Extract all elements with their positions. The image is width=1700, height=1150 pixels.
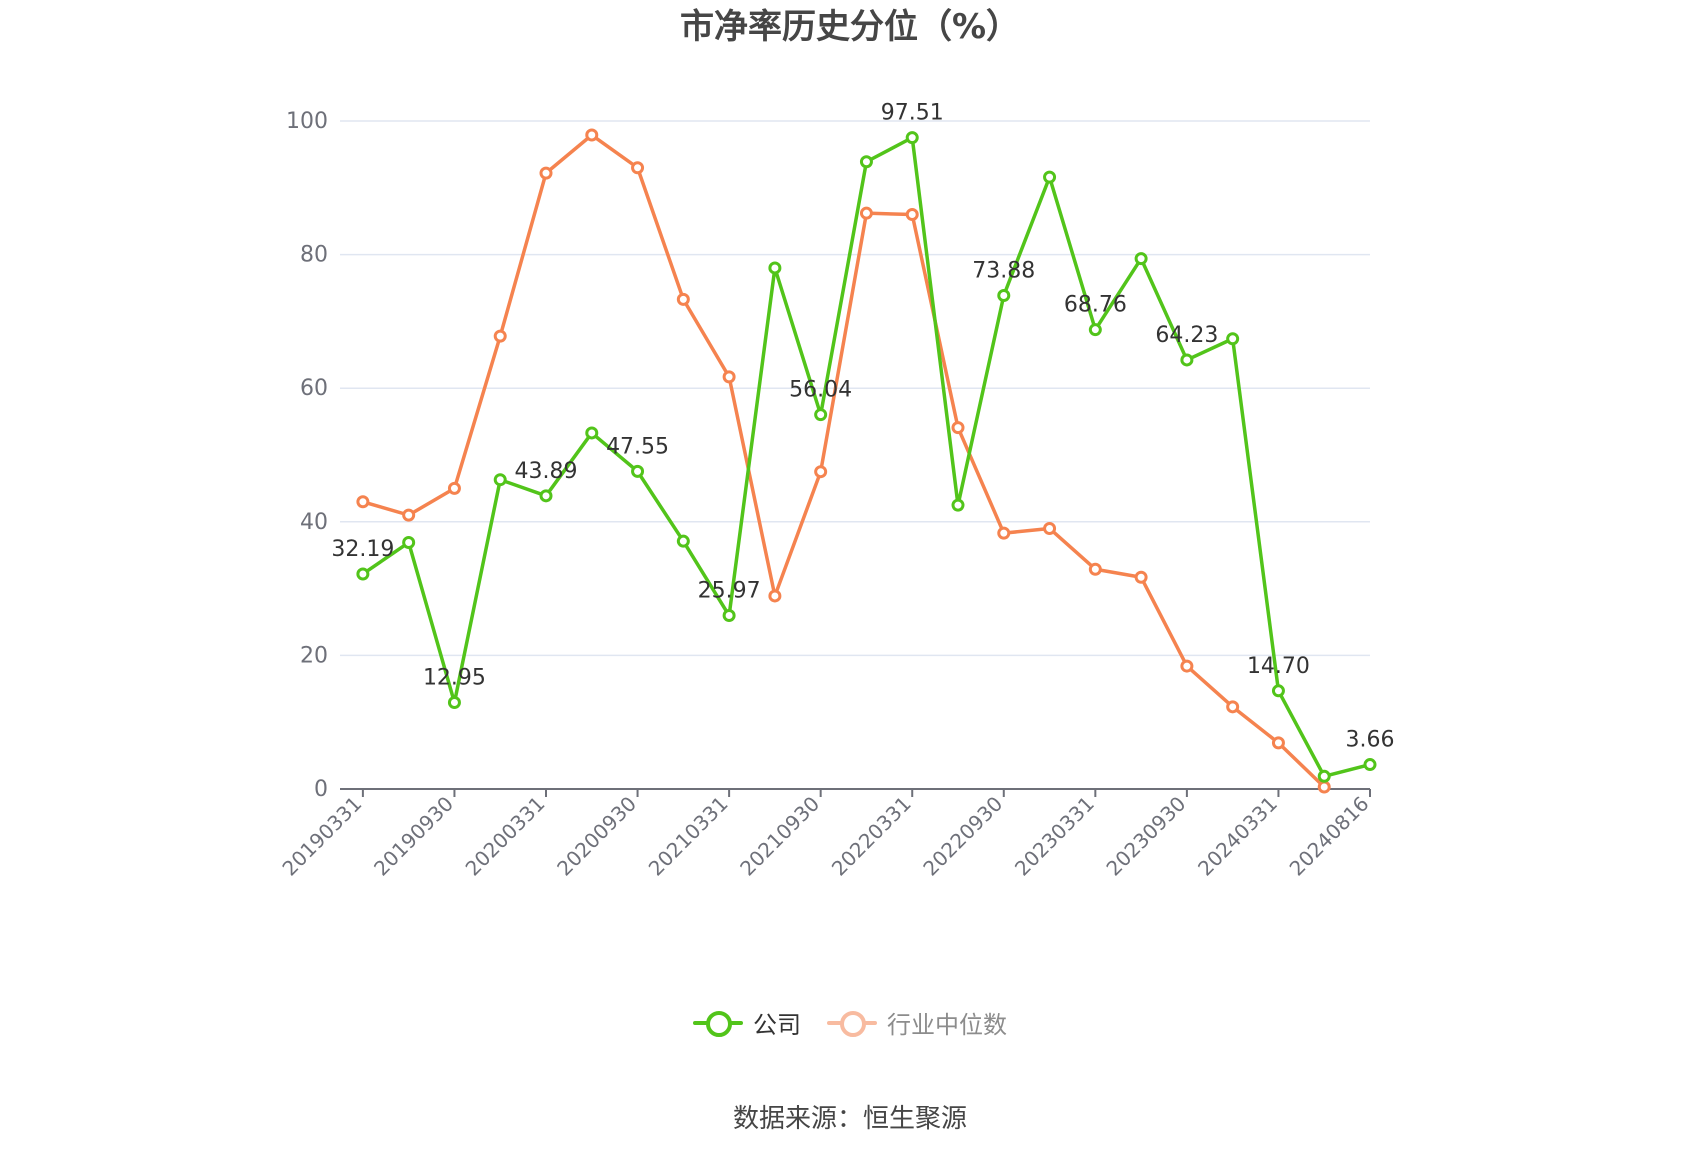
data-point-industry[interactable] (447, 481, 461, 495)
data-label-company: 12.95 (423, 665, 486, 690)
data-point-company[interactable] (859, 155, 873, 169)
series-line-company (361, 135, 1371, 779)
y-tick-label: 40 (300, 510, 328, 535)
x-tick-label: 20240816 (1285, 792, 1374, 881)
x-tick-label: 20210331 (644, 792, 733, 881)
grid-lines (340, 120, 1370, 657)
legend-swatch-company (693, 1010, 743, 1037)
x-tick-label: 20240331 (1193, 792, 1282, 881)
data-point-industry[interactable] (951, 421, 965, 435)
data-point-company[interactable] (356, 567, 370, 581)
x-tick-label: 20200331 (461, 792, 550, 881)
data-point-company[interactable] (1043, 170, 1057, 184)
data-label-company: 47.55 (606, 434, 669, 459)
legend-label-company: 公司 (753, 1011, 801, 1039)
data-point-company[interactable] (722, 609, 736, 623)
data-point-industry[interactable] (493, 329, 507, 343)
data-label-company: 14.70 (1247, 654, 1310, 679)
data-label-company: 25.97 (698, 579, 761, 604)
x-tick-label: 20210930 (735, 792, 824, 881)
data-point-company[interactable] (1271, 684, 1285, 698)
data-point-company[interactable] (493, 473, 507, 487)
data-point-company[interactable] (402, 536, 416, 550)
x-tick-label: 20220930 (918, 792, 1007, 881)
legend-item-company[interactable]: 公司 (693, 1005, 801, 1040)
data-point-industry[interactable] (585, 128, 599, 142)
data-point-company[interactable] (539, 489, 553, 503)
data-point-company[interactable] (585, 426, 599, 440)
x-tick-label: 20220331 (827, 792, 916, 881)
data-point-company[interactable] (676, 534, 690, 548)
data-point-industry[interactable] (402, 508, 416, 522)
data-point-company[interactable] (1088, 323, 1102, 337)
data-point-industry[interactable] (859, 206, 873, 220)
data-label-company: 32.19 (331, 537, 394, 562)
data-label-company: 68.76 (1064, 293, 1127, 318)
x-tick-label: 20200930 (552, 792, 641, 881)
data-point-company[interactable] (768, 261, 782, 275)
data-point-industry[interactable] (1226, 700, 1240, 714)
data-point-industry[interactable] (1180, 659, 1194, 673)
data-point-industry[interactable] (631, 161, 645, 175)
data-point-industry[interactable] (1088, 562, 1102, 576)
data-point-industry[interactable] (722, 370, 736, 384)
y-tick-label: 80 (300, 243, 328, 268)
data-point-industry[interactable] (1317, 780, 1331, 794)
x-tick-label: 20230930 (1101, 792, 1190, 881)
data-point-company[interactable] (905, 131, 919, 145)
data-point-industry[interactable] (1043, 521, 1057, 535)
legend-swatch-industry (827, 1010, 877, 1037)
x-tick-label: 20230331 (1010, 792, 1099, 881)
data-point-industry[interactable] (1271, 736, 1285, 750)
y-tick-label: 100 (286, 109, 328, 134)
y-tick-label: 0 (314, 777, 328, 802)
data-label-company: 56.04 (789, 378, 852, 403)
series (356, 128, 1377, 794)
data-point-company[interactable] (1363, 758, 1377, 772)
data-labels: 32.19 12.95 43.89 47.55 25.97 56.04 97.51 73.88… (331, 101, 1394, 753)
series-line-industry (362, 133, 1326, 789)
x-tick-label: 20190930 (369, 792, 458, 881)
data-point-company[interactable] (997, 288, 1011, 302)
legend-item-industry[interactable]: 行业中位数 (827, 1005, 1007, 1040)
legend-label-industry: 行业中位数 (887, 1011, 1007, 1039)
x-tick-label: 20190331 (277, 792, 366, 881)
data-label-company: 3.66 (1346, 728, 1395, 753)
data-point-industry[interactable] (1134, 570, 1148, 584)
data-point-company[interactable] (1317, 769, 1331, 783)
data-point-company[interactable] (447, 695, 461, 709)
data-point-company[interactable] (1180, 353, 1194, 367)
data-point-company[interactable] (1134, 252, 1148, 266)
y-tick-label: 20 (300, 643, 328, 668)
y-tick-label: 60 (300, 376, 328, 401)
data-point-company[interactable] (1226, 332, 1240, 346)
chart-title: 市净率历史分位（%） (679, 7, 1021, 47)
data-point-industry[interactable] (676, 292, 690, 306)
data-point-company[interactable] (951, 498, 965, 512)
data-point-industry[interactable] (356, 495, 370, 509)
data-point-industry[interactable] (814, 465, 828, 479)
data-point-industry[interactable] (539, 166, 553, 180)
legend: 公司 行业中位数 (0, 1005, 1700, 1040)
data-point-company[interactable] (631, 464, 645, 478)
data-label-company: 73.88 (972, 258, 1035, 283)
data-point-company[interactable] (814, 408, 828, 422)
data-point-industry[interactable] (997, 526, 1011, 540)
data-label-company: 43.89 (515, 459, 578, 484)
data-label-company: 97.51 (881, 101, 944, 126)
data-source-note: 数据来源：恒生聚源 (732, 1104, 967, 1134)
data-label-company: 64.23 (1155, 323, 1218, 348)
data-point-industry[interactable] (905, 208, 919, 222)
data-point-industry[interactable] (768, 589, 782, 603)
